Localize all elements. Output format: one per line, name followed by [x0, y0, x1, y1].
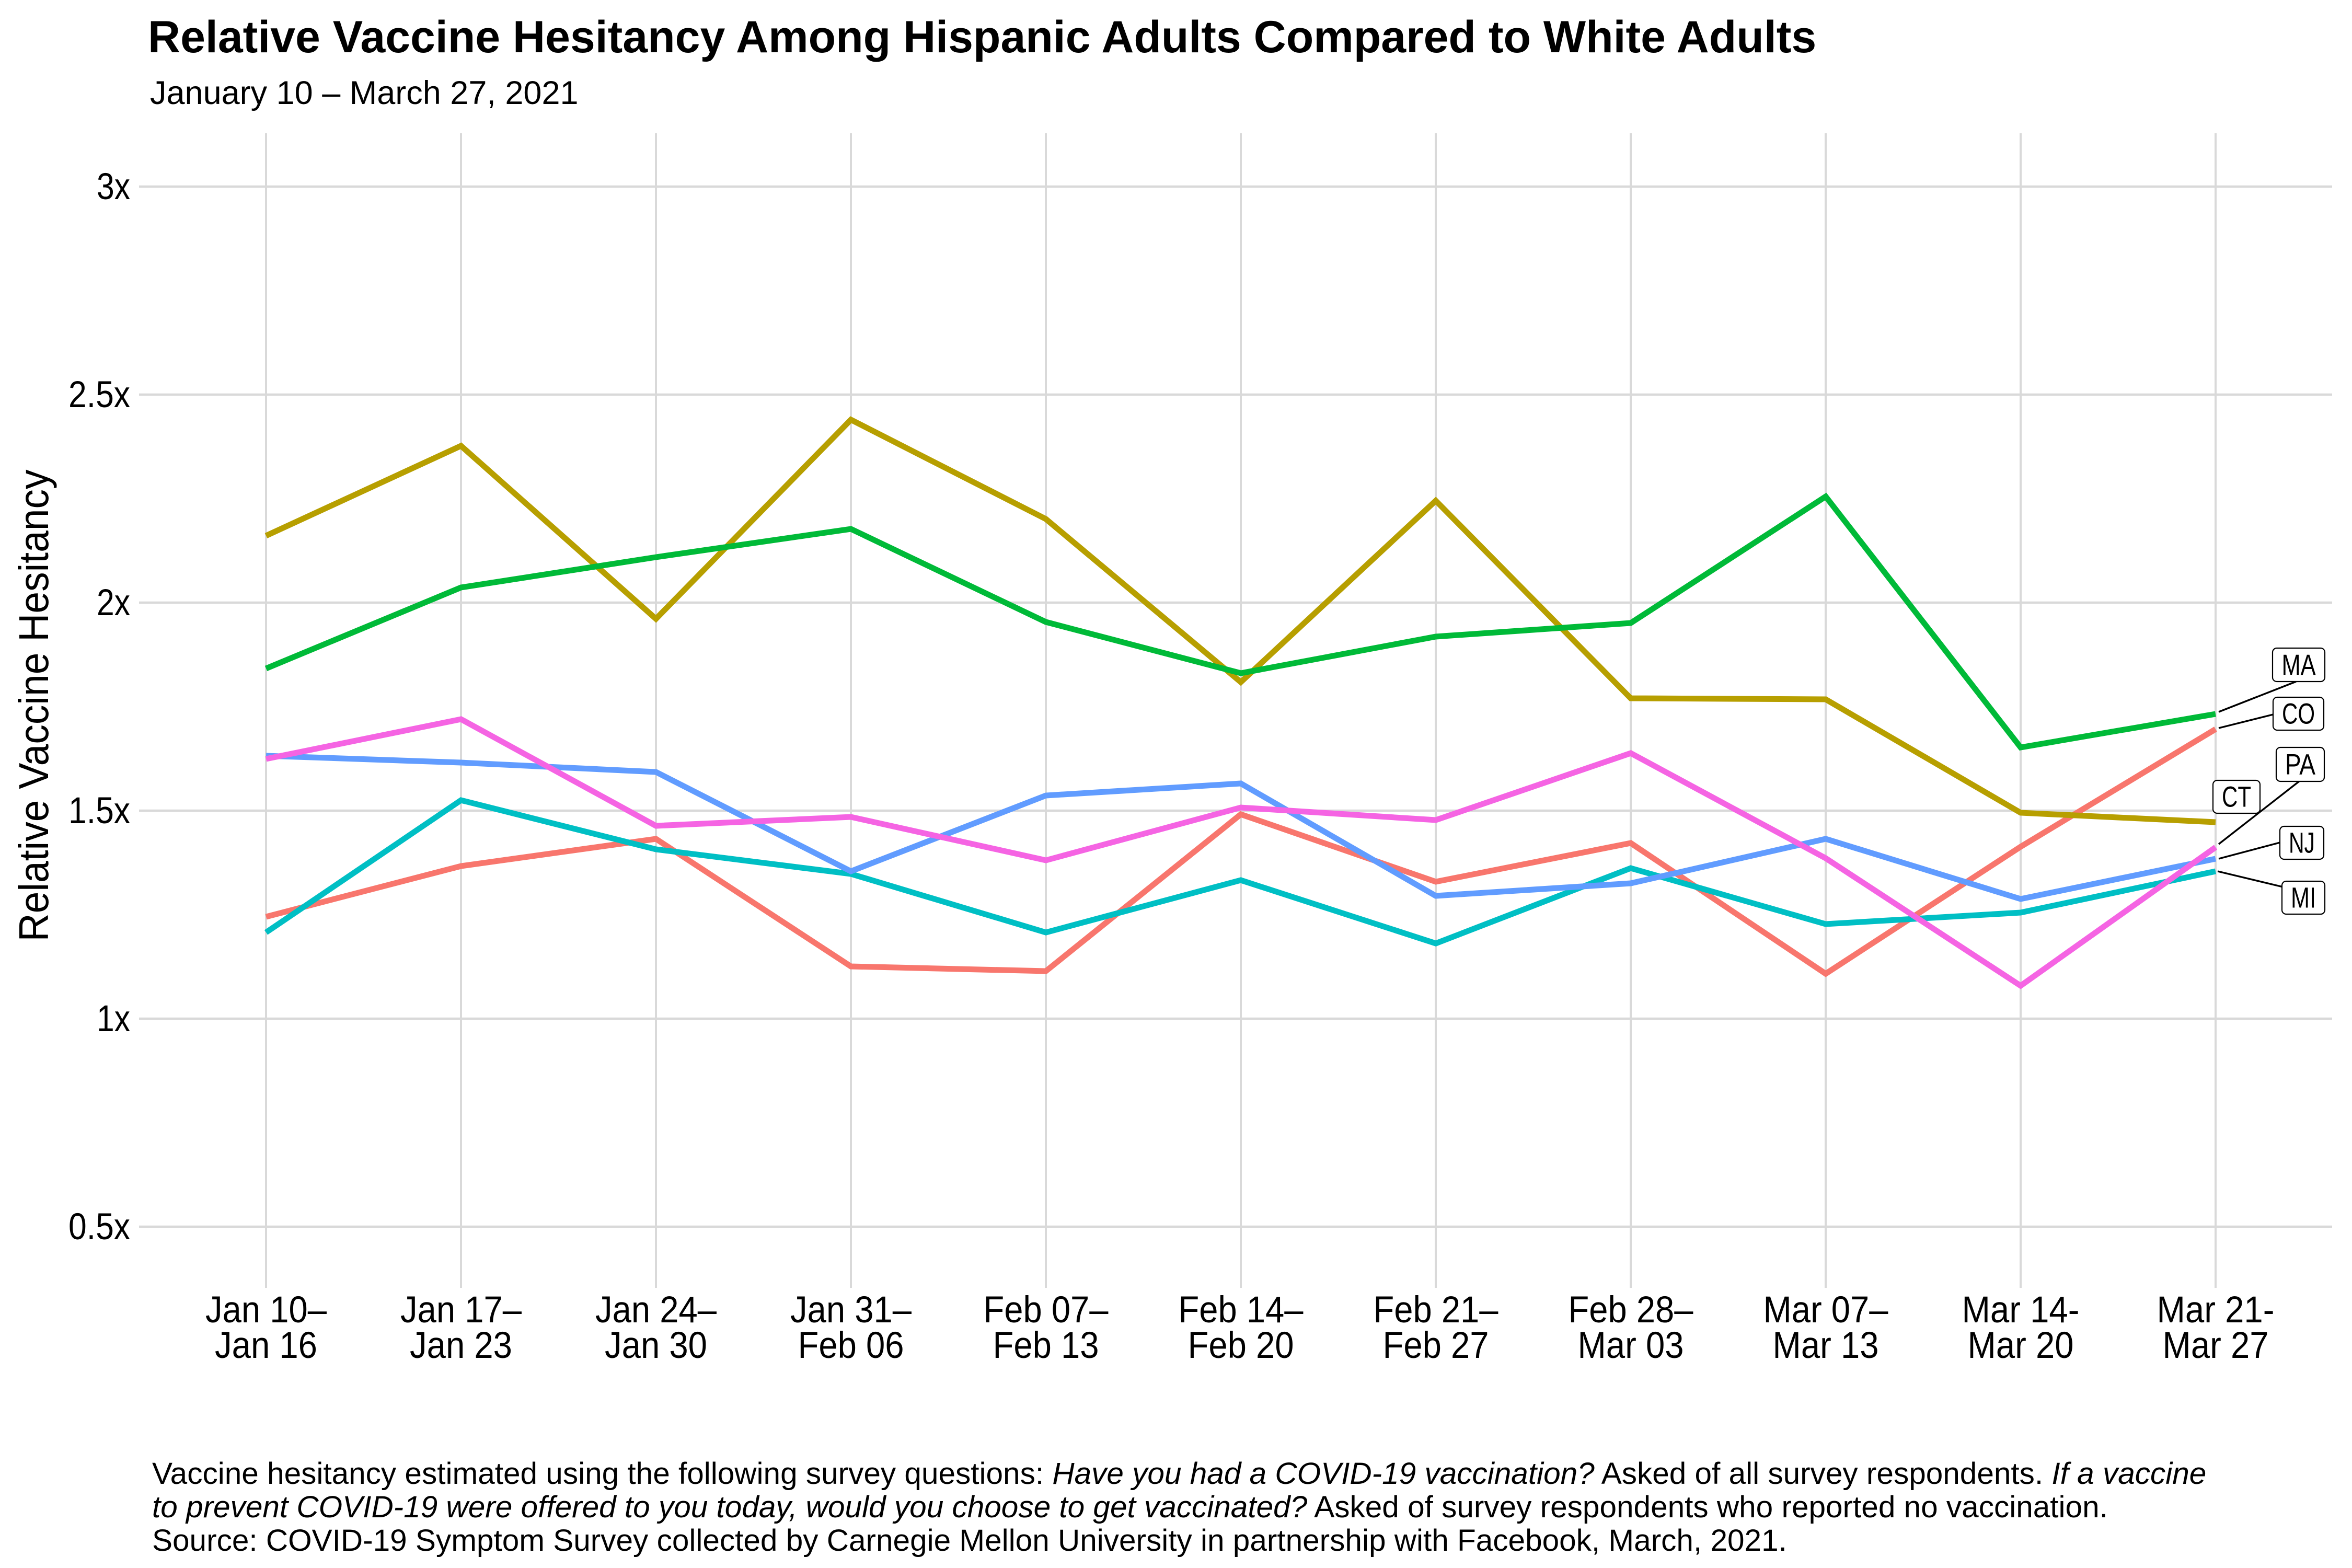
svg-text:Jan 30: Jan 30 — [605, 1325, 707, 1366]
svg-text:Jan 10–: Jan 10– — [205, 1289, 327, 1331]
svg-text:Vaccine hesitancy estimated us: Vaccine hesitancy estimated using the fo… — [152, 1457, 2206, 1491]
svg-text:Mar 13: Mar 13 — [1773, 1325, 1879, 1366]
svg-text:Jan 17–: Jan 17– — [400, 1289, 522, 1331]
svg-text:Feb 14–: Feb 14– — [1179, 1289, 1304, 1331]
svg-text:2x: 2x — [97, 582, 130, 624]
svg-text:Mar 27: Mar 27 — [2163, 1325, 2269, 1366]
svg-text:CT: CT — [2222, 780, 2251, 813]
svg-text:Mar 07–: Mar 07– — [1763, 1289, 1888, 1331]
svg-text:Relative Vaccine Hesitancy Amo: Relative Vaccine Hesitancy Among Hispani… — [148, 12, 1816, 62]
svg-text:Jan 16: Jan 16 — [215, 1325, 317, 1366]
svg-text:Feb 28–: Feb 28– — [1569, 1289, 1693, 1331]
svg-text:Feb 21–: Feb 21– — [1374, 1289, 1498, 1331]
svg-text:January 10 – March 27, 2021: January 10 – March 27, 2021 — [150, 75, 579, 111]
svg-text:Relative Vaccine Hesitancy: Relative Vaccine Hesitancy — [10, 470, 57, 942]
svg-text:0.5x: 0.5x — [68, 1206, 130, 1248]
svg-text:Mar 03: Mar 03 — [1578, 1325, 1684, 1366]
svg-text:Feb 20: Feb 20 — [1188, 1325, 1294, 1366]
svg-text:2.5x: 2.5x — [68, 374, 130, 416]
svg-text:MI: MI — [2291, 881, 2316, 914]
svg-text:1.5x: 1.5x — [68, 790, 130, 832]
svg-text:Jan 23: Jan 23 — [410, 1325, 512, 1366]
svg-text:Jan 31–: Jan 31– — [790, 1289, 912, 1331]
svg-text:to prevent COVID-19 were offer: to prevent COVID-19 were offered to you … — [152, 1490, 2108, 1524]
svg-text:CO: CO — [2282, 697, 2315, 730]
svg-text:Feb 13: Feb 13 — [993, 1325, 1099, 1366]
svg-text:Feb 07–: Feb 07– — [984, 1289, 1109, 1331]
svg-text:Jan 24–: Jan 24– — [595, 1289, 717, 1331]
svg-text:Mar 14-: Mar 14- — [1962, 1289, 2080, 1331]
svg-text:PA: PA — [2285, 748, 2316, 781]
svg-text:Mar 21-: Mar 21- — [2157, 1289, 2275, 1331]
svg-text:Feb 06: Feb 06 — [798, 1325, 904, 1366]
svg-text:Source: COVID-19 Symptom Surve: Source: COVID-19 Symptom Survey collecte… — [152, 1524, 1787, 1558]
svg-text:Mar 20: Mar 20 — [1968, 1325, 2074, 1366]
svg-text:MA: MA — [2282, 648, 2316, 681]
svg-text:3x: 3x — [97, 166, 130, 207]
svg-text:NJ: NJ — [2289, 826, 2315, 859]
svg-text:1x: 1x — [97, 998, 130, 1040]
svg-text:Feb 27: Feb 27 — [1383, 1325, 1489, 1366]
